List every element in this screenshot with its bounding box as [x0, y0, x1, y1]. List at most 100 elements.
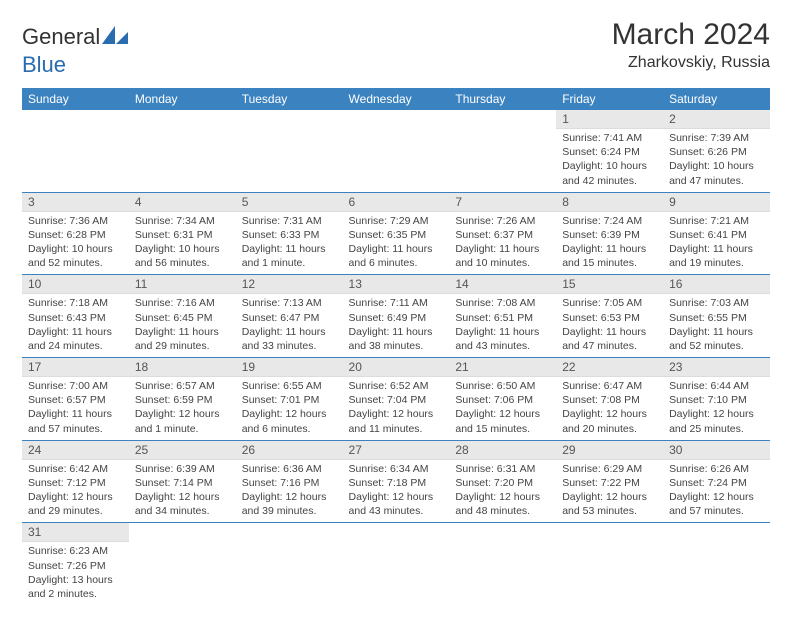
daylight-text: Daylight: 13 hours and 2 minutes. — [28, 573, 123, 601]
sunset-text: Sunset: 7:14 PM — [135, 476, 230, 490]
day-details: Sunrise: 7:18 AMSunset: 6:43 PMDaylight:… — [22, 294, 129, 357]
sunrise-text: Sunrise: 6:42 AM — [28, 462, 123, 476]
month-title: March 2024 — [612, 18, 770, 52]
calendar-cell — [343, 523, 450, 605]
sunset-text: Sunset: 7:04 PM — [349, 393, 444, 407]
daylight-text: Daylight: 10 hours and 56 minutes. — [135, 242, 230, 270]
sunset-text: Sunset: 6:31 PM — [135, 228, 230, 242]
col-tuesday: Tuesday — [236, 88, 343, 110]
calendar-cell: 6Sunrise: 7:29 AMSunset: 6:35 PMDaylight… — [343, 192, 450, 275]
day-number: 26 — [236, 441, 343, 460]
calendar-cell: 7Sunrise: 7:26 AMSunset: 6:37 PMDaylight… — [449, 192, 556, 275]
day-details: Sunrise: 7:16 AMSunset: 6:45 PMDaylight:… — [129, 294, 236, 357]
day-number: 9 — [663, 193, 770, 212]
sunset-text: Sunset: 6:47 PM — [242, 311, 337, 325]
calendar-cell: 21Sunrise: 6:50 AMSunset: 7:06 PMDayligh… — [449, 358, 556, 441]
calendar-header-row: Sunday Monday Tuesday Wednesday Thursday… — [22, 88, 770, 110]
day-number: 20 — [343, 358, 450, 377]
day-details: Sunrise: 7:08 AMSunset: 6:51 PMDaylight:… — [449, 294, 556, 357]
calendar-cell: 28Sunrise: 6:31 AMSunset: 7:20 PMDayligh… — [449, 440, 556, 523]
sunrise-text: Sunrise: 7:36 AM — [28, 214, 123, 228]
day-number: 8 — [556, 193, 663, 212]
daylight-text: Daylight: 12 hours and 57 minutes. — [669, 490, 764, 518]
calendar-cell — [449, 523, 556, 605]
daylight-text: Daylight: 11 hours and 52 minutes. — [669, 325, 764, 353]
calendar-cell — [343, 110, 450, 192]
calendar-cell: 27Sunrise: 6:34 AMSunset: 7:18 PMDayligh… — [343, 440, 450, 523]
day-details: Sunrise: 6:31 AMSunset: 7:20 PMDaylight:… — [449, 460, 556, 523]
daylight-text: Daylight: 11 hours and 10 minutes. — [455, 242, 550, 270]
calendar-cell: 4Sunrise: 7:34 AMSunset: 6:31 PMDaylight… — [129, 192, 236, 275]
sunset-text: Sunset: 7:26 PM — [28, 559, 123, 573]
calendar-cell: 1Sunrise: 7:41 AMSunset: 6:24 PMDaylight… — [556, 110, 663, 192]
calendar-cell: 15Sunrise: 7:05 AMSunset: 6:53 PMDayligh… — [556, 275, 663, 358]
day-details: Sunrise: 6:55 AMSunset: 7:01 PMDaylight:… — [236, 377, 343, 440]
day-number: 6 — [343, 193, 450, 212]
calendar-table: Sunday Monday Tuesday Wednesday Thursday… — [22, 88, 770, 605]
sunset-text: Sunset: 6:57 PM — [28, 393, 123, 407]
day-number: 28 — [449, 441, 556, 460]
day-number: 11 — [129, 275, 236, 294]
sunrise-text: Sunrise: 7:29 AM — [349, 214, 444, 228]
logo-part2: Blue — [22, 52, 66, 77]
calendar-cell: 5Sunrise: 7:31 AMSunset: 6:33 PMDaylight… — [236, 192, 343, 275]
daylight-text: Daylight: 12 hours and 15 minutes. — [455, 407, 550, 435]
calendar-cell: 17Sunrise: 7:00 AMSunset: 6:57 PMDayligh… — [22, 358, 129, 441]
daylight-text: Daylight: 10 hours and 52 minutes. — [28, 242, 123, 270]
calendar-cell — [663, 523, 770, 605]
daylight-text: Daylight: 11 hours and 57 minutes. — [28, 407, 123, 435]
daylight-text: Daylight: 11 hours and 29 minutes. — [135, 325, 230, 353]
sunset-text: Sunset: 7:20 PM — [455, 476, 550, 490]
sunset-text: Sunset: 6:51 PM — [455, 311, 550, 325]
daylight-text: Daylight: 12 hours and 53 minutes. — [562, 490, 657, 518]
daylight-text: Daylight: 11 hours and 33 minutes. — [242, 325, 337, 353]
col-friday: Friday — [556, 88, 663, 110]
sunset-text: Sunset: 7:01 PM — [242, 393, 337, 407]
calendar-cell — [129, 523, 236, 605]
sunset-text: Sunset: 6:33 PM — [242, 228, 337, 242]
sunrise-text: Sunrise: 7:05 AM — [562, 296, 657, 310]
sunset-text: Sunset: 7:08 PM — [562, 393, 657, 407]
sunrise-text: Sunrise: 6:31 AM — [455, 462, 550, 476]
day-number: 19 — [236, 358, 343, 377]
day-details: Sunrise: 7:41 AMSunset: 6:24 PMDaylight:… — [556, 129, 663, 192]
day-number: 30 — [663, 441, 770, 460]
calendar-cell: 11Sunrise: 7:16 AMSunset: 6:45 PMDayligh… — [129, 275, 236, 358]
calendar-cell: 16Sunrise: 7:03 AMSunset: 6:55 PMDayligh… — [663, 275, 770, 358]
sunset-text: Sunset: 6:49 PM — [349, 311, 444, 325]
sunrise-text: Sunrise: 7:24 AM — [562, 214, 657, 228]
sunset-text: Sunset: 6:43 PM — [28, 311, 123, 325]
day-details: Sunrise: 7:05 AMSunset: 6:53 PMDaylight:… — [556, 294, 663, 357]
sunrise-text: Sunrise: 7:31 AM — [242, 214, 337, 228]
day-number: 25 — [129, 441, 236, 460]
day-details: Sunrise: 6:52 AMSunset: 7:04 PMDaylight:… — [343, 377, 450, 440]
daylight-text: Daylight: 11 hours and 47 minutes. — [562, 325, 657, 353]
daylight-text: Daylight: 11 hours and 19 minutes. — [669, 242, 764, 270]
day-details: Sunrise: 6:39 AMSunset: 7:14 PMDaylight:… — [129, 460, 236, 523]
sunrise-text: Sunrise: 7:18 AM — [28, 296, 123, 310]
day-details: Sunrise: 6:47 AMSunset: 7:08 PMDaylight:… — [556, 377, 663, 440]
day-details: Sunrise: 6:23 AMSunset: 7:26 PMDaylight:… — [22, 542, 129, 605]
calendar-cell: 9Sunrise: 7:21 AMSunset: 6:41 PMDaylight… — [663, 192, 770, 275]
day-details: Sunrise: 6:34 AMSunset: 7:18 PMDaylight:… — [343, 460, 450, 523]
day-details: Sunrise: 7:00 AMSunset: 6:57 PMDaylight:… — [22, 377, 129, 440]
col-thursday: Thursday — [449, 88, 556, 110]
calendar-cell: 20Sunrise: 6:52 AMSunset: 7:04 PMDayligh… — [343, 358, 450, 441]
daylight-text: Daylight: 12 hours and 25 minutes. — [669, 407, 764, 435]
sunset-text: Sunset: 7:24 PM — [669, 476, 764, 490]
day-number: 27 — [343, 441, 450, 460]
calendar-cell — [129, 110, 236, 192]
sunrise-text: Sunrise: 6:39 AM — [135, 462, 230, 476]
sunset-text: Sunset: 7:10 PM — [669, 393, 764, 407]
daylight-text: Daylight: 12 hours and 6 minutes. — [242, 407, 337, 435]
calendar-cell: 12Sunrise: 7:13 AMSunset: 6:47 PMDayligh… — [236, 275, 343, 358]
daylight-text: Daylight: 12 hours and 11 minutes. — [349, 407, 444, 435]
sunset-text: Sunset: 6:55 PM — [669, 311, 764, 325]
sunset-text: Sunset: 6:45 PM — [135, 311, 230, 325]
day-details: Sunrise: 6:36 AMSunset: 7:16 PMDaylight:… — [236, 460, 343, 523]
sunrise-text: Sunrise: 6:55 AM — [242, 379, 337, 393]
day-details: Sunrise: 7:03 AMSunset: 6:55 PMDaylight:… — [663, 294, 770, 357]
sunrise-text: Sunrise: 7:11 AM — [349, 296, 444, 310]
day-number: 3 — [22, 193, 129, 212]
logo-text: GeneralBlue — [22, 24, 128, 78]
